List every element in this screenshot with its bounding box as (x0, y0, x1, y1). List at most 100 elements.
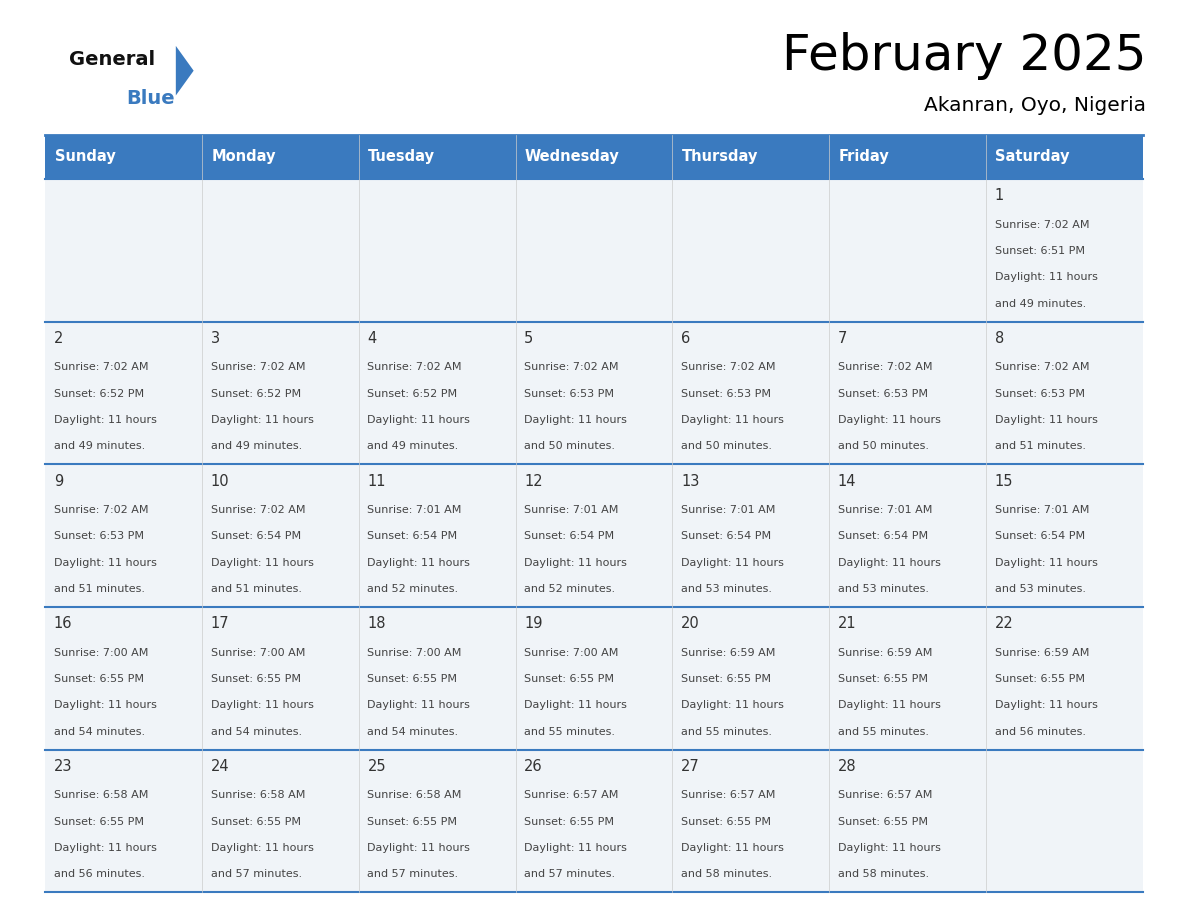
Text: and 49 minutes.: and 49 minutes. (53, 442, 145, 452)
Text: Sunrise: 7:01 AM: Sunrise: 7:01 AM (838, 505, 933, 515)
Text: Sunrise: 7:00 AM: Sunrise: 7:00 AM (524, 647, 619, 657)
Bar (986, 135, 1143, 179)
Text: and 49 minutes.: and 49 minutes. (367, 442, 459, 452)
Bar (45, 607, 1143, 750)
Text: 14: 14 (838, 474, 857, 488)
Text: Sunrise: 7:02 AM: Sunrise: 7:02 AM (524, 363, 619, 373)
Text: Sunrise: 7:02 AM: Sunrise: 7:02 AM (994, 363, 1089, 373)
Text: Sunrise: 7:02 AM: Sunrise: 7:02 AM (210, 363, 305, 373)
Text: 19: 19 (524, 616, 543, 632)
Text: February 2025: February 2025 (782, 32, 1146, 80)
Text: Sunset: 6:52 PM: Sunset: 6:52 PM (367, 388, 457, 398)
Text: Friday: Friday (839, 150, 890, 164)
Text: Daylight: 11 hours: Daylight: 11 hours (524, 843, 627, 853)
Text: Sunrise: 7:00 AM: Sunrise: 7:00 AM (210, 647, 305, 657)
Text: Sunrise: 7:02 AM: Sunrise: 7:02 AM (994, 219, 1089, 230)
Text: Sunset: 6:55 PM: Sunset: 6:55 PM (681, 817, 771, 827)
Text: Sunset: 6:54 PM: Sunset: 6:54 PM (838, 532, 928, 542)
Text: Daylight: 11 hours: Daylight: 11 hours (681, 558, 784, 567)
Text: and 53 minutes.: and 53 minutes. (838, 584, 929, 594)
Text: Sunrise: 7:02 AM: Sunrise: 7:02 AM (210, 505, 305, 515)
Text: and 49 minutes.: and 49 minutes. (210, 442, 302, 452)
Text: Sunset: 6:52 PM: Sunset: 6:52 PM (53, 388, 144, 398)
Text: General: General (69, 50, 154, 70)
Text: Daylight: 11 hours: Daylight: 11 hours (210, 558, 314, 567)
Text: 10: 10 (210, 474, 229, 488)
Text: Blue: Blue (126, 89, 175, 108)
Text: Daylight: 11 hours: Daylight: 11 hours (367, 558, 470, 567)
Text: Daylight: 11 hours: Daylight: 11 hours (524, 415, 627, 425)
Text: Sunrise: 7:02 AM: Sunrise: 7:02 AM (681, 363, 776, 373)
Text: Sunset: 6:52 PM: Sunset: 6:52 PM (210, 388, 301, 398)
Text: 15: 15 (994, 474, 1013, 488)
Text: and 56 minutes.: and 56 minutes. (53, 869, 145, 879)
Text: Daylight: 11 hours: Daylight: 11 hours (210, 843, 314, 853)
Text: Sunrise: 7:00 AM: Sunrise: 7:00 AM (367, 647, 462, 657)
Text: 3: 3 (210, 331, 220, 346)
Bar (45, 321, 1143, 465)
Text: Saturday: Saturday (996, 150, 1070, 164)
Text: 6: 6 (681, 331, 690, 346)
Text: Sunrise: 7:00 AM: Sunrise: 7:00 AM (53, 647, 148, 657)
Text: Sunset: 6:54 PM: Sunset: 6:54 PM (367, 532, 457, 542)
Text: 4: 4 (367, 331, 377, 346)
Text: Daylight: 11 hours: Daylight: 11 hours (53, 843, 157, 853)
Text: Daylight: 11 hours: Daylight: 11 hours (367, 415, 470, 425)
Text: Daylight: 11 hours: Daylight: 11 hours (524, 558, 627, 567)
Text: 5: 5 (524, 331, 533, 346)
Text: Tuesday: Tuesday (368, 150, 435, 164)
Text: and 53 minutes.: and 53 minutes. (681, 584, 772, 594)
Bar (829, 135, 986, 179)
Text: Daylight: 11 hours: Daylight: 11 hours (838, 558, 941, 567)
Text: Daylight: 11 hours: Daylight: 11 hours (994, 700, 1098, 711)
Text: and 50 minutes.: and 50 minutes. (681, 442, 772, 452)
Text: Sunset: 6:53 PM: Sunset: 6:53 PM (53, 532, 144, 542)
Bar (672, 135, 829, 179)
Text: 2: 2 (53, 331, 63, 346)
Text: Sunset: 6:53 PM: Sunset: 6:53 PM (524, 388, 614, 398)
Text: and 58 minutes.: and 58 minutes. (838, 869, 929, 879)
Text: Sunrise: 6:57 AM: Sunrise: 6:57 AM (838, 790, 933, 800)
Text: 21: 21 (838, 616, 857, 632)
Text: Sunrise: 6:57 AM: Sunrise: 6:57 AM (681, 790, 776, 800)
Text: Daylight: 11 hours: Daylight: 11 hours (838, 415, 941, 425)
Text: 12: 12 (524, 474, 543, 488)
Text: Sunset: 6:55 PM: Sunset: 6:55 PM (994, 674, 1085, 684)
Text: Daylight: 11 hours: Daylight: 11 hours (53, 415, 157, 425)
Text: and 54 minutes.: and 54 minutes. (53, 727, 145, 737)
Text: 20: 20 (681, 616, 700, 632)
Text: and 57 minutes.: and 57 minutes. (524, 869, 615, 879)
Text: Sunset: 6:54 PM: Sunset: 6:54 PM (994, 532, 1085, 542)
Text: Sunrise: 7:01 AM: Sunrise: 7:01 AM (367, 505, 462, 515)
Text: Daylight: 11 hours: Daylight: 11 hours (524, 700, 627, 711)
Text: 18: 18 (367, 616, 386, 632)
Text: Sunrise: 6:59 AM: Sunrise: 6:59 AM (994, 647, 1089, 657)
Text: 25: 25 (367, 759, 386, 774)
Text: Sunset: 6:53 PM: Sunset: 6:53 PM (838, 388, 928, 398)
Text: and 55 minutes.: and 55 minutes. (681, 727, 772, 737)
Text: 23: 23 (53, 759, 72, 774)
Text: Sunset: 6:51 PM: Sunset: 6:51 PM (994, 246, 1085, 256)
Text: and 50 minutes.: and 50 minutes. (524, 442, 615, 452)
Text: Thursday: Thursday (682, 150, 758, 164)
Text: Sunrise: 7:02 AM: Sunrise: 7:02 AM (53, 363, 148, 373)
Bar (45, 179, 1143, 321)
Text: and 51 minutes.: and 51 minutes. (210, 584, 302, 594)
Bar (45, 135, 202, 179)
Text: 28: 28 (838, 759, 857, 774)
Bar (202, 135, 359, 179)
Text: Wednesday: Wednesday (525, 150, 620, 164)
Text: Sunrise: 6:58 AM: Sunrise: 6:58 AM (210, 790, 305, 800)
Text: Sunrise: 7:02 AM: Sunrise: 7:02 AM (367, 363, 462, 373)
Text: Sunrise: 6:58 AM: Sunrise: 6:58 AM (53, 790, 148, 800)
Text: Sunrise: 6:59 AM: Sunrise: 6:59 AM (681, 647, 776, 657)
Text: Sunrise: 7:01 AM: Sunrise: 7:01 AM (994, 505, 1089, 515)
Text: Sunset: 6:54 PM: Sunset: 6:54 PM (210, 532, 301, 542)
Text: Daylight: 11 hours: Daylight: 11 hours (681, 415, 784, 425)
Text: Daylight: 11 hours: Daylight: 11 hours (838, 843, 941, 853)
Text: and 51 minutes.: and 51 minutes. (53, 584, 145, 594)
Text: 9: 9 (53, 474, 63, 488)
Text: Daylight: 11 hours: Daylight: 11 hours (838, 700, 941, 711)
Text: and 54 minutes.: and 54 minutes. (367, 727, 459, 737)
Text: Daylight: 11 hours: Daylight: 11 hours (994, 415, 1098, 425)
